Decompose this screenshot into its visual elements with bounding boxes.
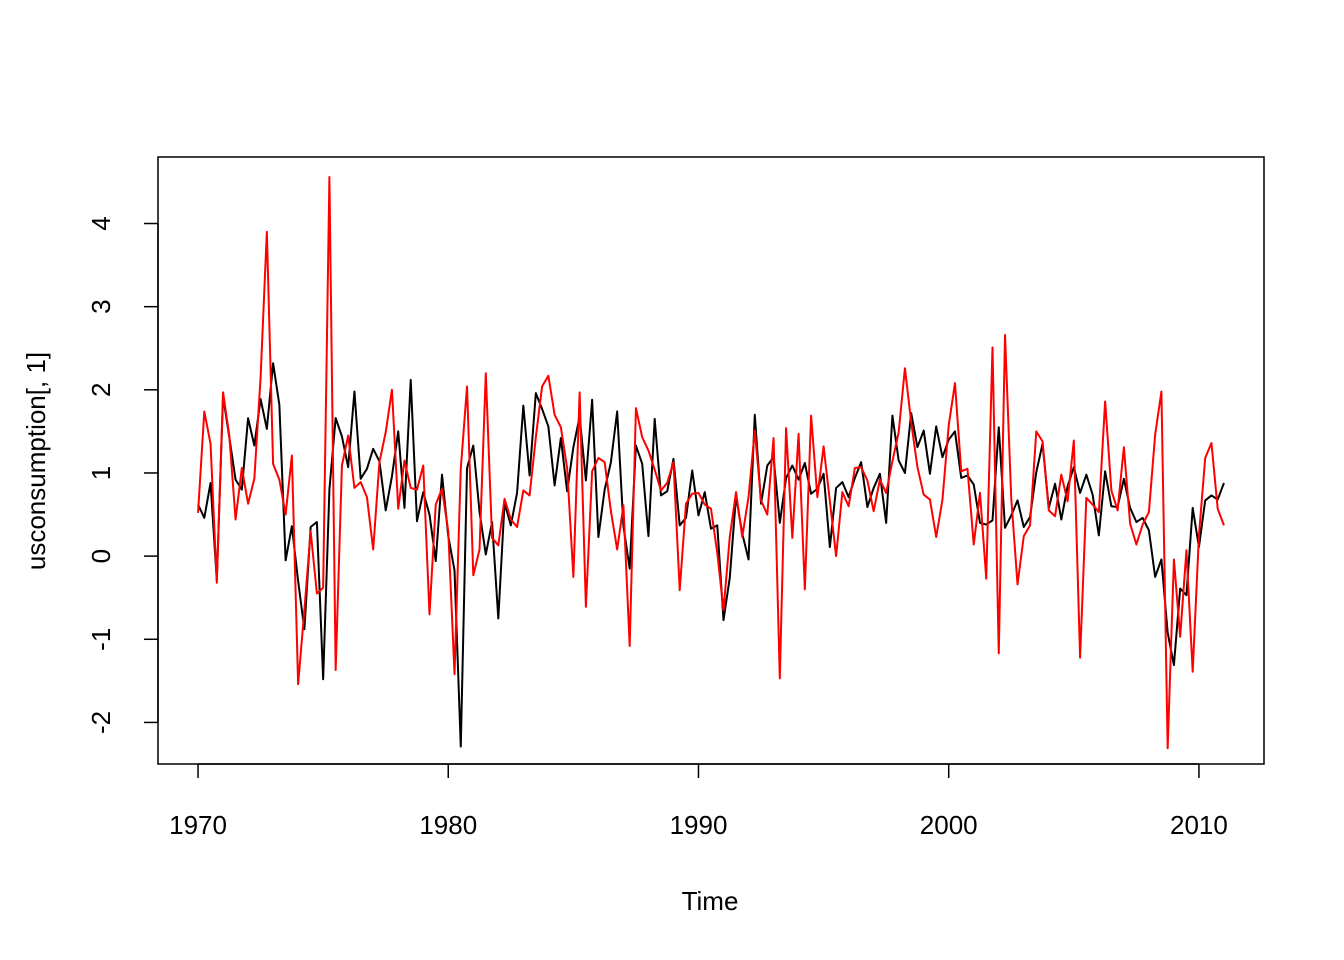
y-tick-label: 0 (86, 549, 116, 563)
x-axis: 1970 1980 1990 2000 2010 (169, 763, 1228, 840)
y-tick-label: 3 (86, 299, 116, 313)
series-line-1 (197, 362, 1225, 748)
y-tick-label: 4 (86, 216, 116, 230)
x-tick-label: 1990 (670, 810, 728, 840)
y-tick-label: -2 (86, 711, 116, 734)
series-line-2 (197, 175, 1225, 750)
y-tick-label: -1 (86, 628, 116, 651)
y-axis-label: usconsumption[, 1] (21, 352, 51, 570)
y-tick-label: 2 (86, 383, 116, 397)
x-axis-label: Time (682, 886, 739, 916)
x-tick-label: 1980 (419, 810, 477, 840)
series-layer (197, 175, 1225, 750)
y-tick-label: 1 (86, 466, 116, 480)
x-tick-label: 2000 (920, 810, 978, 840)
y-axis: -2 -1 0 1 2 3 4 (86, 216, 159, 734)
x-tick-label: 2010 (1170, 810, 1228, 840)
x-tick-label: 1970 (169, 810, 227, 840)
